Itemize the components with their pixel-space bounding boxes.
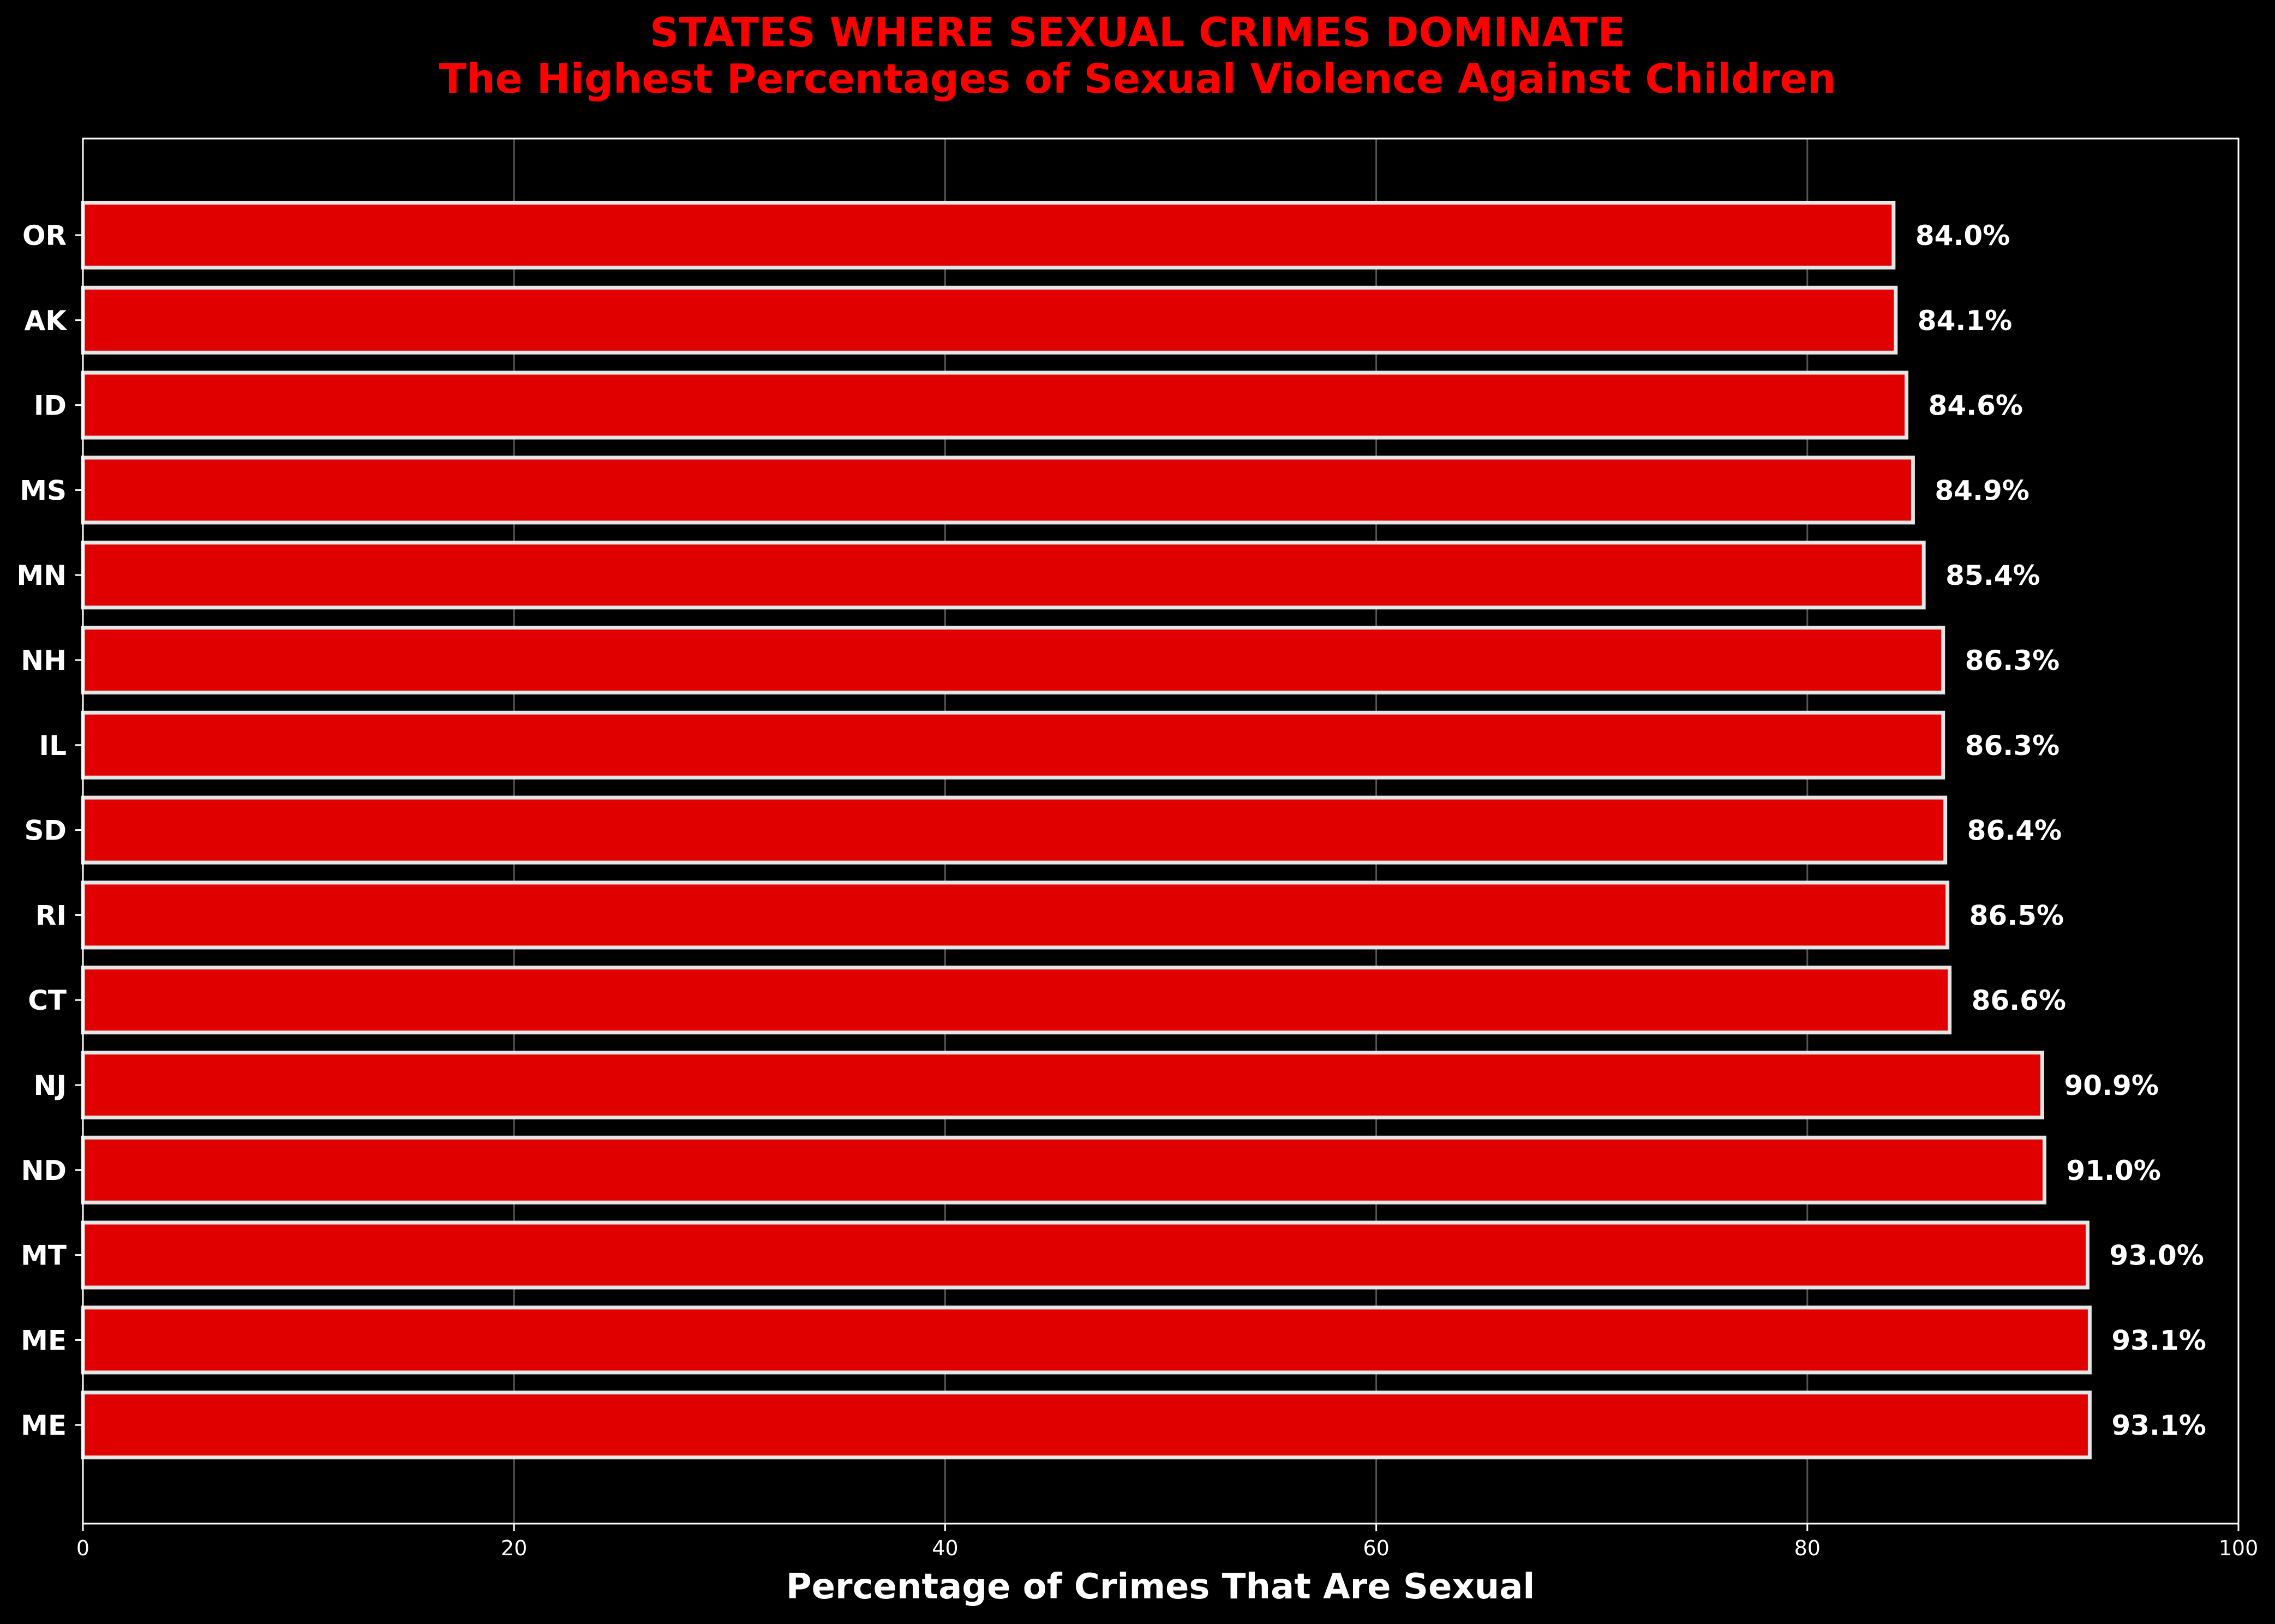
category-label: MN <box>16 560 67 591</box>
category-label: ME <box>21 1325 67 1356</box>
bar-me <box>81 1305 2092 1375</box>
x-axis-title: Percentage of Crimes That Are Sexual <box>786 1567 1535 1607</box>
value-label: 84.0% <box>1915 220 2010 251</box>
x-tick-label: 80 <box>1794 1536 1821 1560</box>
value-label: 84.9% <box>1935 475 2029 506</box>
x-tick-label: 40 <box>932 1536 958 1560</box>
value-label: 93.0% <box>2109 1240 2204 1272</box>
bar-nj <box>81 1051 2044 1119</box>
value-label: 93.1% <box>2111 1325 2206 1356</box>
bar-ms <box>81 456 1915 525</box>
bar-il <box>81 710 1945 780</box>
value-label: 86.5% <box>1969 900 2064 931</box>
value-label: 90.9% <box>2064 1070 2158 1101</box>
category-label: SD <box>24 815 67 847</box>
value-label: 86.3% <box>1965 645 2060 676</box>
bar-ak <box>81 285 1898 355</box>
value-label: 84.6% <box>1929 390 2023 422</box>
category-label: OR <box>22 220 67 251</box>
bar-mt <box>81 1220 2090 1290</box>
plot-frame <box>82 137 2240 1525</box>
bar-nd <box>81 1135 2046 1204</box>
bar-or <box>81 201 1896 269</box>
category-label: MT <box>21 1240 67 1272</box>
labels: 0 20 40 60 80 100 OR 84.0% AK 84.1% ID 84.6% MS 84.9%… <box>16 220 2258 1560</box>
value-label: 93.1% <box>2111 1410 2206 1441</box>
value-label: 86.3% <box>1965 730 2060 762</box>
x-tick-label: 60 <box>1363 1536 1389 1560</box>
bar-ri <box>81 880 1950 950</box>
category-label: NH <box>21 645 67 676</box>
bar-ct <box>81 966 1952 1035</box>
value-label: 91.0% <box>2066 1155 2160 1186</box>
category-label: ME <box>21 1410 67 1441</box>
value-label: 84.1% <box>1918 305 2012 337</box>
bars <box>81 201 2092 1460</box>
bar-sd <box>81 795 1948 865</box>
bar-me <box>81 1391 2092 1460</box>
category-label: NJ <box>34 1070 67 1101</box>
value-label: 85.4% <box>1945 560 2040 591</box>
chart-subtitle: The Highest Percentages of Sexual Violen… <box>439 56 1836 103</box>
x-tick-label: 20 <box>501 1536 527 1560</box>
bar-id <box>81 370 1909 440</box>
category-label: IL <box>39 730 67 762</box>
category-label: CT <box>28 985 67 1016</box>
bar-mn <box>81 541 1926 610</box>
bar-nh <box>81 626 1945 694</box>
category-label: AK <box>25 305 68 337</box>
value-label: 86.4% <box>1967 815 2062 847</box>
category-label: ND <box>21 1155 67 1186</box>
x-tick-label: 0 <box>76 1536 89 1560</box>
category-label: RI <box>35 900 67 931</box>
chart-title: STATES WHERE SEXUAL CRIMES DOMINATE <box>650 9 1625 56</box>
category-label: MS <box>20 475 67 506</box>
x-tick-label: 100 <box>2219 1536 2259 1560</box>
category-label: ID <box>34 390 67 422</box>
value-label: 86.6% <box>1972 985 2066 1016</box>
